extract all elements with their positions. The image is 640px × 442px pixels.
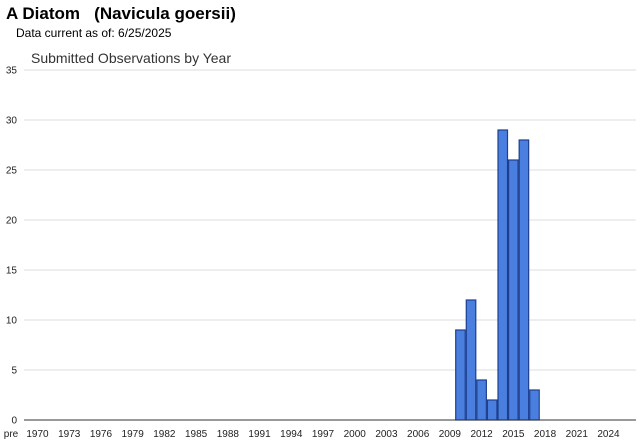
bars <box>455 129 540 421</box>
x-tick-label: pre <box>4 429 19 440</box>
x-tick-label: 1994 <box>280 429 303 440</box>
bar-2017 <box>529 389 540 421</box>
x-tick-label: 2012 <box>470 429 493 440</box>
x-axis-ticks: pre 1970 1973 1976 1979 1982 1985 1988 1991 1994 1… <box>4 429 620 440</box>
bar-2014 <box>497 129 509 421</box>
x-tick-label: 1988 <box>217 429 240 440</box>
y-tick-label: 30 <box>6 116 18 127</box>
x-tick-label: 2003 <box>375 429 398 440</box>
x-tick-label: 2024 <box>597 429 620 440</box>
x-tick-label: 1985 <box>185 429 208 440</box>
y-tick-label: 10 <box>6 316 18 327</box>
y-tick-label: 25 <box>6 166 18 177</box>
x-tick-label: 2018 <box>534 429 557 440</box>
bar-2011 <box>465 299 477 421</box>
bar-2016 <box>518 139 530 421</box>
page-title: A Diatom (Navicula goersii) <box>6 4 236 23</box>
chart-title: Submitted Observations by Year <box>31 50 231 66</box>
x-tick-label: 2021 <box>566 429 589 440</box>
y-tick-label: 20 <box>6 216 18 227</box>
bar-2013 <box>486 399 498 421</box>
x-tick-label: 1970 <box>26 429 49 440</box>
y-tick-label: 15 <box>6 266 18 277</box>
x-tick-label: 1997 <box>312 429 335 440</box>
x-tick-label: 2006 <box>407 429 430 440</box>
data-current-label: Data current as of: 6/25/2025 <box>16 26 172 40</box>
x-tick-label: 2015 <box>502 429 525 440</box>
x-tick-label: 1976 <box>90 429 113 440</box>
x-tick-label: 2000 <box>344 429 367 440</box>
x-tick-label: 1982 <box>153 429 176 440</box>
y-tick-label: 5 <box>11 366 17 377</box>
y-axis-ticks: 0 5 10 15 20 25 30 35 <box>6 66 18 427</box>
x-tick-label: 1979 <box>122 429 145 440</box>
x-tick-label: 2009 <box>439 429 462 440</box>
x-tick-label: 1973 <box>58 429 81 440</box>
x-tick-label: 1991 <box>248 429 271 440</box>
bar-2015 <box>507 159 519 421</box>
y-tick-label: 0 <box>11 416 17 427</box>
grid-lines <box>24 69 636 371</box>
bar-2012 <box>476 379 487 421</box>
y-tick-label: 35 <box>6 66 18 77</box>
bar-2010 <box>455 329 466 421</box>
